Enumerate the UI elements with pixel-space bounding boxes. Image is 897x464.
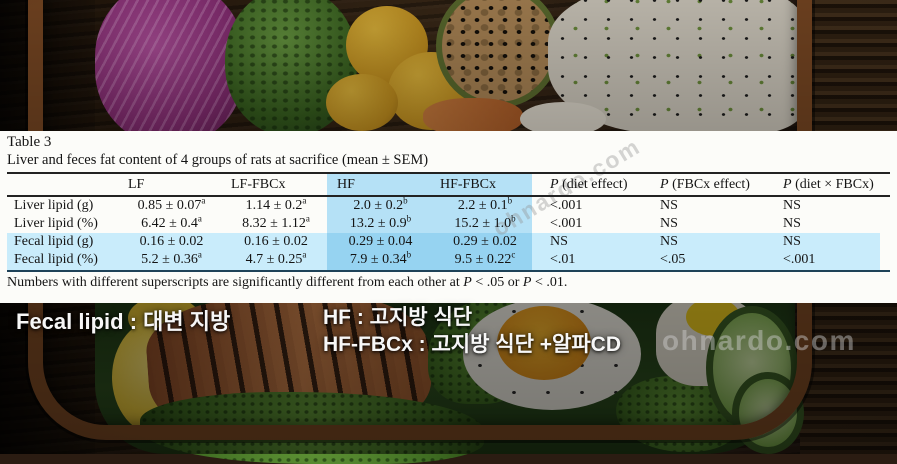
annotation-hf-fbcx: HF-FBCx : 고지방 식단 +알파CD xyxy=(323,333,621,356)
table-cell: 9.5 ± 0.22c xyxy=(454,249,516,267)
corner-cell xyxy=(7,175,120,195)
table-rule-bottom xyxy=(7,270,890,272)
table-cell: 2.2 ± 0.1b xyxy=(457,195,513,213)
table-cell: 0.29 ± 0.02 xyxy=(453,234,517,249)
table-cell: 7.9 ± 0.34b xyxy=(349,249,412,267)
table-cell: NS xyxy=(783,216,801,231)
table-cell: 13.2 ± 0.9b xyxy=(349,213,412,231)
table-title: Table 3 xyxy=(7,134,52,150)
table-cell: 5.2 ± 0.36a xyxy=(141,249,202,267)
table-row: Fecal lipid (%) 5.2 ± 0.36a 4.7 ± 0.25a 7.9… xyxy=(7,249,890,269)
table-cell: 6.42 ± 0.4a xyxy=(141,213,202,231)
table-cell: 0.29 ± 0.04 xyxy=(348,234,413,249)
photo-dim-overlay xyxy=(0,303,897,454)
egg-top xyxy=(520,102,606,136)
photo-dim-overlay xyxy=(0,0,897,131)
table-cell: 4.7 ± 0.25a xyxy=(245,249,307,267)
annotation-hf: HF : 고지방 식단 xyxy=(323,306,473,329)
table-cell: NS xyxy=(783,198,801,213)
table-cell: 0.85 ± 0.07a xyxy=(137,195,206,213)
row-label: Liver lipid (g) xyxy=(14,198,94,213)
column-header: LF-FBCx xyxy=(231,177,286,192)
table-cell: NS xyxy=(660,198,678,213)
table-cell: <.001 xyxy=(550,198,583,213)
table-cell: NS xyxy=(660,234,678,249)
bottom-right-watermark: ohnardo.com xyxy=(662,325,856,356)
row-label: Liver lipid (%) xyxy=(14,216,98,231)
table-row: Liver lipid (g) 0.85 ± 0.07a 1.14 ± 0.2a 2.… xyxy=(7,195,890,215)
table-row: Liver lipid (%) 6.42 ± 0.4a 8.32 ± 1.12a 13… xyxy=(7,213,890,233)
column-header: P (diet × FBCx) xyxy=(783,177,874,192)
table-cell: NS xyxy=(550,234,568,249)
table-cell: <.01 xyxy=(550,252,576,267)
annotation-fecal-lipid: Fecal lipid : 대변 지방 xyxy=(16,309,231,334)
table-cell: 0.16 ± 0.02 xyxy=(139,234,204,249)
table-cell: 1.14 ± 0.2a xyxy=(245,195,307,213)
table-cell: <.001 xyxy=(550,216,583,231)
table-cell: <.001 xyxy=(783,252,816,267)
column-header: LF xyxy=(128,177,145,192)
tamagoyaki-roll xyxy=(326,74,398,131)
table-cell: 8.32 ± 1.12a xyxy=(242,213,310,231)
column-header: P (FBCx effect) xyxy=(660,177,750,192)
table-row: Fecal lipid (g) 0.16 ± 0.02 0.16 ± 0.02 0.2… xyxy=(7,233,890,251)
salmon-edge xyxy=(423,98,523,136)
table-cell: NS xyxy=(783,234,801,249)
table-cell: 15.2 ± 1.0b xyxy=(454,213,516,231)
table-caption: Liver and feces fat content of 4 groups … xyxy=(7,152,429,168)
table-rule-top xyxy=(7,172,890,174)
column-header: P (diet effect) xyxy=(550,177,628,192)
column-header: HF xyxy=(337,177,355,192)
paper-table-panel: ohnardo.com Table 3 Liver and feces fat … xyxy=(0,131,897,303)
purple-cabbage xyxy=(95,0,245,144)
table-cell: 2.0 ± 0.2b xyxy=(353,195,408,213)
column-header: HF-FBCx xyxy=(440,177,497,192)
table-cell: NS xyxy=(660,216,678,231)
table-rule-header xyxy=(7,195,890,197)
table-cell: 0.16 ± 0.02 xyxy=(244,234,308,249)
row-label: Fecal lipid (%) xyxy=(14,252,98,267)
table-header-row: LF LF-FBCx HF HF-FBCx P (diet effect) P (FBCx… xyxy=(7,175,890,195)
table-footnote: Numbers with different superscripts are … xyxy=(7,275,568,290)
table-body: Liver lipid (g) 0.85 ± 0.07a 1.14 ± 0.2a 2.… xyxy=(7,195,890,269)
row-label: Fecal lipid (g) xyxy=(14,234,94,249)
table-cell: <.05 xyxy=(660,252,686,267)
